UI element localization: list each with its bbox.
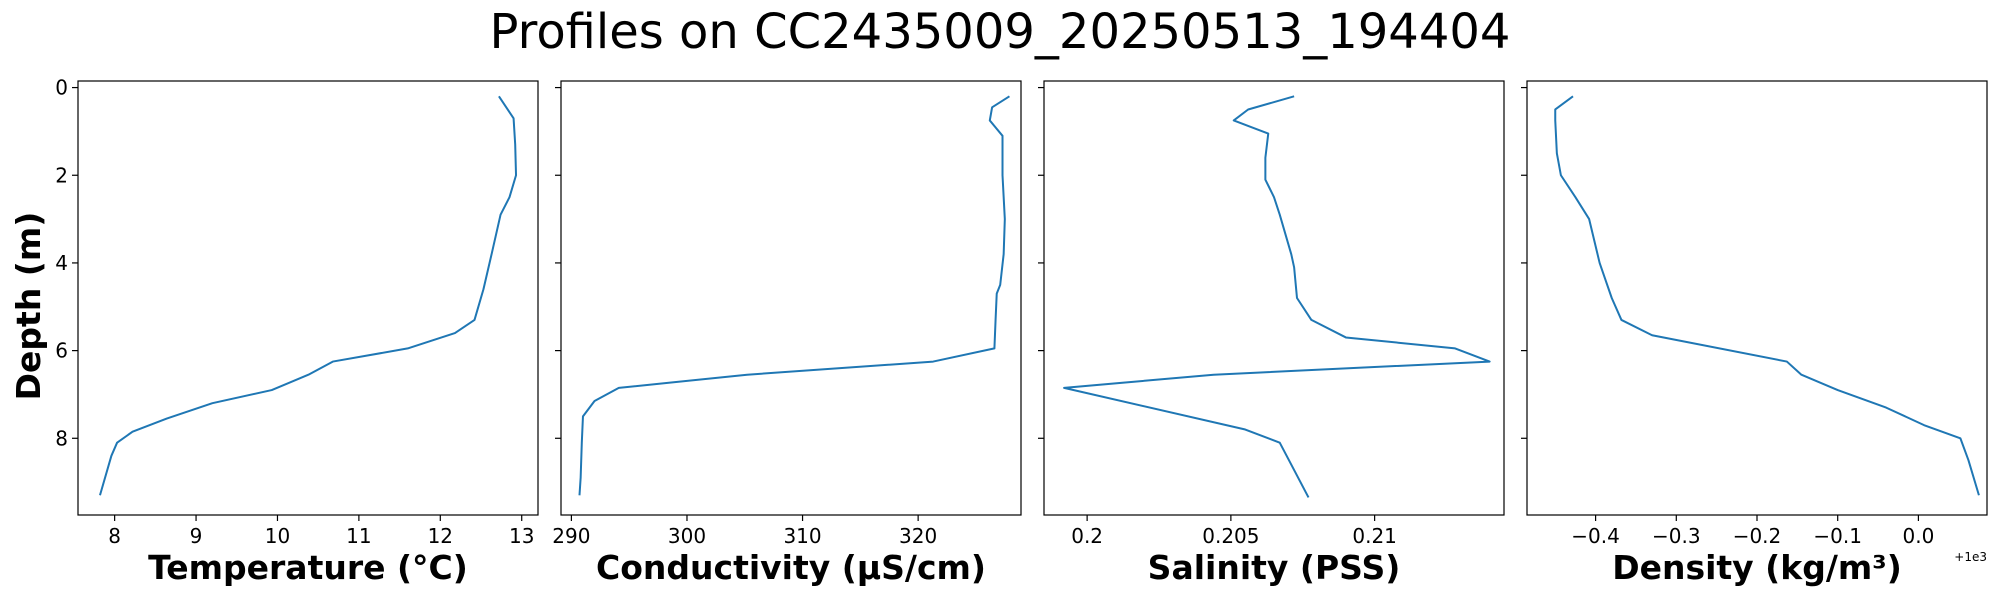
x-tick-label: 10 [265, 524, 290, 548]
series-line-4 [1554, 95, 1980, 496]
axes-frame-4 [1526, 80, 1988, 516]
axes-frame-2 [560, 80, 1022, 516]
x-axis-label-2: Conductivity (µS/cm) [596, 548, 986, 587]
x-tick-label: 11 [346, 524, 371, 548]
series-line-2 [578, 95, 1010, 496]
x-axis-label-1: Temperature (°C) [148, 548, 468, 587]
figure-title: Profiles on CC2435009_20250513_194404 [490, 4, 1511, 60]
y-tick-label: 8 [55, 426, 68, 450]
x-axis-label-3: Salinity (PSS) [1148, 548, 1401, 587]
x-axis-label-4: Density (kg/m³) [1612, 548, 1902, 587]
y-tick-label: 0 [55, 76, 68, 100]
x-tick-label: 310 [783, 524, 821, 548]
x-tick-label: 300 [668, 524, 706, 548]
x-tick-label: 9 [190, 524, 203, 548]
x-tick-label: −0.1 [1813, 524, 1862, 548]
x-tick-label: 0.2 [1071, 524, 1103, 548]
x-tick-label: −0.3 [1652, 524, 1701, 548]
y-axis-label: Depth (m) [9, 212, 48, 401]
x-tick-label: 290 [552, 524, 590, 548]
x-tick-label: −0.2 [1733, 524, 1782, 548]
axes-frame-1 [77, 80, 539, 516]
x-tick-label: 320 [899, 524, 937, 548]
y-tick-label: 2 [55, 163, 68, 187]
x-tick-label: −0.4 [1571, 524, 1620, 548]
y-tick-label: 6 [55, 339, 68, 363]
series-line-1 [99, 95, 518, 496]
x-tick-label: 8 [108, 524, 121, 548]
x-tick-label: 13 [509, 524, 534, 548]
axes-frame-3 [1043, 80, 1505, 516]
x-tick-label: 0.21 [1352, 524, 1397, 548]
panel-1: 8 9 10 11 12 13 0 2 4 6 8 Temperature (°C) [55, 76, 539, 587]
series-line-3 [1063, 95, 1491, 498]
panels-group: 8 9 10 11 12 13 0 2 4 6 8 Temperature (°C) 290 300 310… [55, 76, 1988, 587]
y-tick-label: 4 [55, 251, 68, 275]
x-tick-label: 0.0 [1902, 524, 1934, 548]
x-offset-label: +1e3 [1954, 550, 1987, 564]
x-tick-label: 12 [428, 524, 453, 548]
x-tick-label: 0.205 [1202, 524, 1259, 548]
